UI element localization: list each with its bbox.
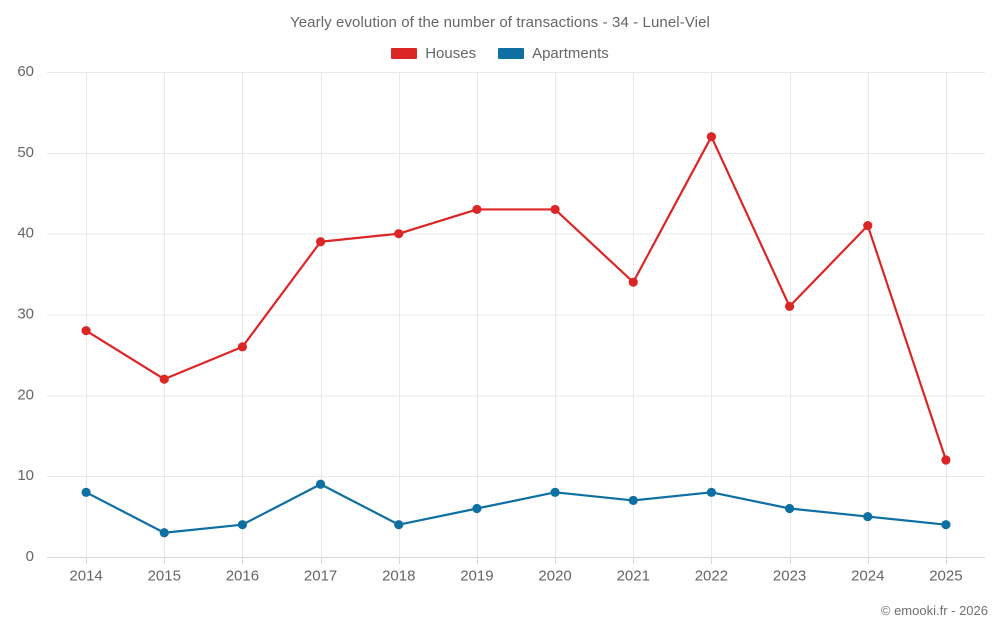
data-point-marker[interactable] bbox=[706, 132, 717, 142]
data-point-marker[interactable] bbox=[315, 479, 326, 489]
data-point-marker[interactable] bbox=[237, 520, 248, 530]
data-point-marker[interactable] bbox=[550, 487, 560, 497]
data-point-marker[interactable] bbox=[237, 342, 248, 352]
legend-label: Apartments bbox=[532, 45, 609, 62]
y-axis-tick-label: 10 bbox=[17, 467, 34, 484]
data-point-marker[interactable] bbox=[394, 520, 404, 530]
legend-item-houses[interactable]: Houses bbox=[391, 45, 476, 62]
data-point-marker[interactable] bbox=[941, 520, 951, 530]
legend-swatch-icon bbox=[391, 48, 418, 59]
chart-legend: Houses Apartments bbox=[0, 45, 1000, 62]
x-axis-tick-label: 2022 bbox=[695, 567, 728, 584]
data-point-marker[interactable] bbox=[472, 204, 482, 215]
data-point-marker[interactable] bbox=[159, 374, 169, 384]
series-line-apartments bbox=[84, 483, 948, 534]
y-axis-tick-label: 0 bbox=[26, 548, 34, 565]
data-point-marker[interactable] bbox=[550, 204, 560, 215]
x-axis-tick-label: 2016 bbox=[226, 567, 259, 584]
data-series bbox=[81, 132, 951, 538]
y-axis-tick-label: 30 bbox=[17, 305, 34, 322]
x-axis-tick-label: 2021 bbox=[617, 567, 650, 584]
x-axis-tick-label: 2017 bbox=[304, 567, 337, 584]
x-axis-tick-label: 2019 bbox=[460, 567, 493, 584]
legend-label: Houses bbox=[425, 45, 477, 62]
legend-item-apartments[interactable]: Apartments bbox=[498, 45, 609, 62]
data-point-marker[interactable] bbox=[706, 487, 717, 497]
data-point-marker[interactable] bbox=[863, 511, 873, 522]
data-point-marker[interactable] bbox=[472, 503, 482, 514]
y-axis-tick-label: 20 bbox=[17, 386, 34, 403]
x-axis-tick-label: 2018 bbox=[382, 567, 415, 584]
series-line-houses bbox=[84, 135, 948, 462]
data-point-marker[interactable] bbox=[315, 237, 326, 247]
legend-swatch-icon bbox=[498, 48, 525, 59]
data-point-marker[interactable] bbox=[784, 503, 795, 514]
data-point-marker[interactable] bbox=[628, 495, 638, 506]
data-point-marker[interactable] bbox=[394, 229, 404, 239]
copyright-credit: © emooki.fr - 2026 bbox=[880, 603, 988, 618]
y-axis-ticks: 0 10 20 30 40 50 60 bbox=[17, 63, 34, 565]
grid-lines bbox=[47, 72, 985, 558]
data-point-marker[interactable] bbox=[941, 455, 951, 465]
x-axis-tick-label: 2020 bbox=[538, 567, 571, 584]
data-point-marker[interactable] bbox=[863, 220, 873, 231]
x-axis-tick-label: 2015 bbox=[148, 567, 181, 584]
x-axis-tick-label: 2024 bbox=[851, 567, 884, 584]
data-point-marker[interactable] bbox=[159, 528, 169, 538]
y-axis-tick-label: 50 bbox=[17, 144, 34, 161]
x-axis-tick-label: 2025 bbox=[929, 567, 962, 584]
y-axis-tick-label: 60 bbox=[17, 63, 34, 80]
data-point-marker[interactable] bbox=[784, 301, 795, 312]
data-point-marker[interactable] bbox=[628, 277, 638, 287]
data-point-marker[interactable] bbox=[81, 487, 91, 497]
x-axis-ticks: 2014 2015 2016 2017 2018 2019 2020 2021 2022 2023… bbox=[69, 557, 963, 584]
x-axis-tick-label: 2023 bbox=[773, 567, 806, 584]
x-axis-tick-label: 2014 bbox=[69, 567, 102, 584]
y-axis-tick-label: 40 bbox=[17, 225, 34, 242]
chart-title: Yearly evolution of the number of transa… bbox=[290, 14, 710, 31]
data-point-marker[interactable] bbox=[81, 326, 91, 336]
